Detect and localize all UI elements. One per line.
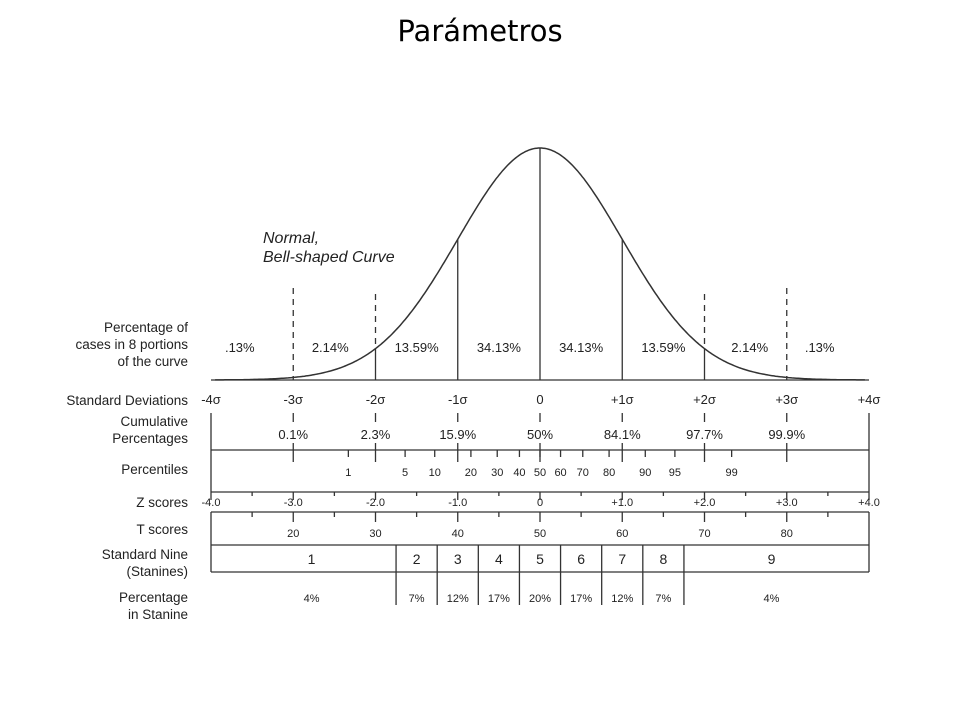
sd-label: +1σ <box>611 392 634 407</box>
portion-percentage: 2.14% <box>312 340 349 355</box>
portion-percentage: 34.13% <box>559 340 604 355</box>
stanine-label: 9 <box>768 551 776 567</box>
percentile-label: 20 <box>465 467 477 479</box>
z-score-label: +4.0 <box>858 497 880 509</box>
row-label: Percentage <box>119 590 188 605</box>
cumulative-label: 50% <box>527 427 553 442</box>
diagram-lines <box>210 147 870 605</box>
percentile-label: 80 <box>603 467 615 479</box>
row-label: Percentages <box>112 431 188 446</box>
percentile-label: 5 <box>402 467 408 479</box>
sd-label: -4σ <box>201 392 221 407</box>
row-label: Percentiles <box>121 462 188 477</box>
portion-percentage: 34.13% <box>477 340 522 355</box>
stanine-percentage: 7% <box>655 593 671 605</box>
t-score-label: 80 <box>781 528 793 540</box>
sd-label: 0 <box>536 392 543 407</box>
row-label: Standard Deviations <box>66 393 188 408</box>
z-score-label: -3.0 <box>284 497 303 509</box>
row-label: cases in 8 portions <box>75 337 188 352</box>
percentile-label: 60 <box>554 467 566 479</box>
stanine-label: 4 <box>495 551 503 567</box>
stanine-label: 3 <box>454 551 462 567</box>
sd-label: +3σ <box>775 392 798 407</box>
row-label: T scores <box>136 522 188 537</box>
percentile-label: 50 <box>534 467 546 479</box>
row-label: in Stanine <box>128 607 188 622</box>
z-score-label: +3.0 <box>776 497 798 509</box>
percentile-label: 10 <box>429 467 441 479</box>
sd-label: +4σ <box>858 392 881 407</box>
stanine-percentage: 12% <box>611 593 633 605</box>
row-label: Percentage of <box>104 320 188 335</box>
t-score-label: 60 <box>616 528 628 540</box>
z-score-label: -1.0 <box>448 497 467 509</box>
stanine-percentage: 7% <box>409 593 425 605</box>
z-score-label: +2.0 <box>694 497 716 509</box>
cumulative-label: 97.7% <box>686 427 723 442</box>
stanine-percentage: 4% <box>764 593 780 605</box>
stanine-label: 6 <box>577 551 585 567</box>
sd-label: -3σ <box>283 392 303 407</box>
row-label: Cumulative <box>120 414 188 429</box>
portion-percentage: 13.59% <box>641 340 686 355</box>
percentile-label: 99 <box>726 467 738 479</box>
cumulative-label: 99.9% <box>768 427 805 442</box>
stanine-percentage: 17% <box>570 593 592 605</box>
percentile-label: 1 <box>345 467 351 479</box>
cumulative-label: 84.1% <box>604 427 641 442</box>
percentile-label: 90 <box>639 467 651 479</box>
z-score-label: -2.0 <box>366 497 385 509</box>
cumulative-label: 2.3% <box>361 427 391 442</box>
stanine-label: 7 <box>618 551 626 567</box>
cumulative-label: 0.1% <box>278 427 308 442</box>
stanine-label: 5 <box>536 551 544 567</box>
percentile-label: 40 <box>513 467 525 479</box>
stanine-percentage: 12% <box>447 593 469 605</box>
row-label: of the curve <box>117 354 188 369</box>
percentile-label: 95 <box>669 467 681 479</box>
row-label: Z scores <box>136 495 188 510</box>
stanine-percentage: 4% <box>304 593 320 605</box>
sd-label: -2σ <box>366 392 386 407</box>
percentile-label: 30 <box>491 467 503 479</box>
slide-title: Parámetros <box>397 14 563 48</box>
stanine-label: 8 <box>659 551 667 567</box>
t-score-label: 70 <box>698 528 710 540</box>
stanine-percentage: 20% <box>529 593 551 605</box>
z-score-label: +1.0 <box>611 497 633 509</box>
row-label: (Stanines) <box>126 564 188 579</box>
portion-percentage: 2.14% <box>731 340 768 355</box>
sd-label: +2σ <box>693 392 716 407</box>
curve-label: Bell-shaped Curve <box>263 249 395 266</box>
stanine-percentage: 17% <box>488 593 510 605</box>
t-score-label: 50 <box>534 528 546 540</box>
row-label: Standard Nine <box>102 547 188 562</box>
portion-percentage: .13% <box>225 340 255 355</box>
portion-percentage: .13% <box>805 340 835 355</box>
stanine-label: 2 <box>413 551 421 567</box>
sd-label: -1σ <box>448 392 468 407</box>
z-score-label: 0 <box>537 497 543 509</box>
percentile-label: 70 <box>577 467 589 479</box>
cumulative-label: 15.9% <box>439 427 476 442</box>
z-score-label: -4.0 <box>202 497 221 509</box>
portion-percentage: 13.59% <box>395 340 440 355</box>
stanine-label: 1 <box>308 551 316 567</box>
diagram-text: Normal, Bell-shaped Curve .13% 2.14% 13.59% 3… <box>66 230 880 622</box>
t-score-label: 40 <box>452 528 464 540</box>
t-score-label: 30 <box>369 528 381 540</box>
t-score-label: 20 <box>287 528 299 540</box>
curve-label: Normal, <box>263 230 319 247</box>
